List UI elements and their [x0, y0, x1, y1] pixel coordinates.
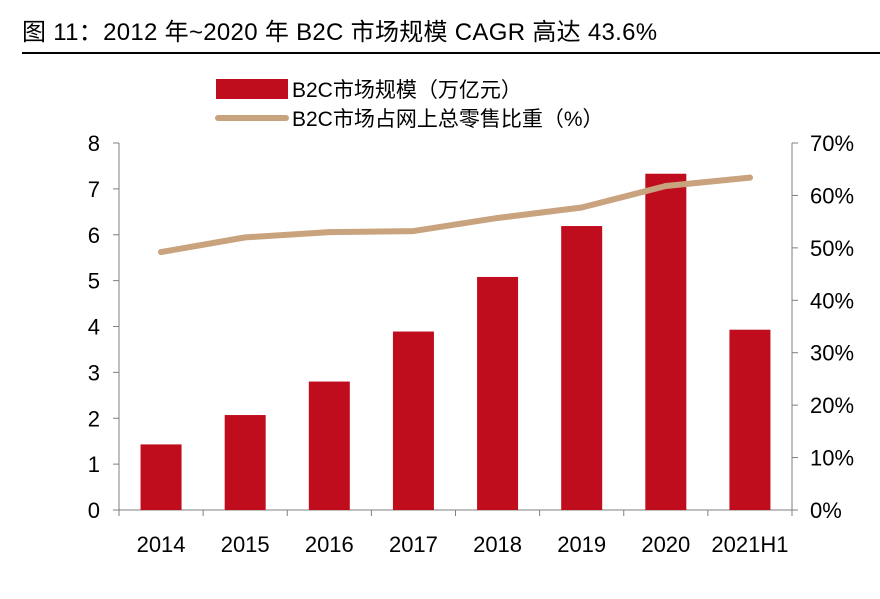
bar-2014: [140, 444, 182, 510]
bar-2017: [392, 331, 434, 510]
share-point-2017: [410, 228, 417, 235]
right-axis-tick-label: 0%: [810, 498, 842, 523]
bar-2020: [645, 173, 687, 510]
x-axis-tick-label: 2020: [641, 532, 690, 557]
bar-2021H1: [729, 329, 771, 510]
left-axis-tick-label: 3: [88, 360, 100, 385]
left-axis-tick-label: 6: [88, 223, 100, 248]
right-axis-tick-label: 40%: [810, 288, 854, 313]
x-axis-tick-label: 2021H1: [711, 532, 788, 557]
left-axis-tick-label: 1: [88, 452, 100, 477]
bar-2015: [224, 415, 266, 510]
left-axis-tick-label: 8: [88, 131, 100, 156]
x-axis-tick-label: 2014: [137, 532, 186, 557]
legend-bar-swatch: [216, 79, 288, 99]
figure-title: 图 11：2012 年~2020 年 B2C 市场规模 CAGR 高达 43.6…: [22, 19, 658, 46]
share-point-2015: [242, 234, 249, 241]
left-axis-tick-label: 7: [88, 177, 100, 202]
legend-line-label: B2C市场占网上总零售比重（%）: [292, 108, 604, 131]
share-point-2019: [578, 204, 585, 211]
right-axis-tick-label: 60%: [810, 183, 854, 208]
left-axis-tick-label: 0: [88, 498, 100, 523]
share-point-2020: [662, 182, 669, 189]
x-axis-tick-label: 2019: [557, 532, 606, 557]
share-point-2021H1: [746, 174, 753, 181]
x-axis-tick-label: 2015: [221, 532, 270, 557]
share-point-2018: [494, 214, 501, 221]
legend-bar-label: B2C市场规模（万亿元）: [292, 79, 522, 102]
right-axis-tick-label: 10%: [810, 446, 854, 471]
right-axis-tick-label: 70%: [810, 131, 854, 156]
x-axis-tick-label: 2016: [305, 532, 354, 557]
x-axis-tick-label: 2017: [389, 532, 438, 557]
left-axis-tick-label: 2: [88, 406, 100, 431]
share-point-2014: [158, 249, 165, 256]
right-axis-tick-label: 30%: [810, 341, 854, 366]
right-axis-tick-label: 20%: [810, 393, 854, 418]
x-axis-tick-label: 2018: [473, 532, 522, 557]
left-axis-tick-label: 4: [88, 315, 100, 340]
bar-2018: [477, 276, 519, 510]
share-line: [158, 174, 753, 256]
share-point-2016: [326, 229, 333, 236]
bar-2019: [561, 226, 603, 510]
left-axis-tick-label: 5: [88, 269, 100, 294]
bar-2016: [308, 381, 350, 510]
title-underline: [22, 52, 880, 54]
right-axis-tick-label: 50%: [810, 236, 854, 261]
